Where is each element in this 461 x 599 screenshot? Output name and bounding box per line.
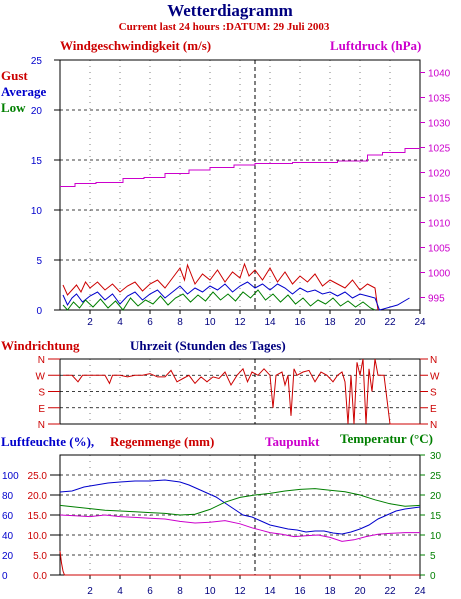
humidity-ytick-label: 60	[2, 511, 14, 522]
temperature-ytick-label: 30	[430, 451, 442, 462]
rain-ytick-label: 5.0	[33, 551, 47, 562]
dewpoint-axis-label: Taupunkt	[265, 434, 320, 449]
winddir-ytick-label-left: W	[36, 371, 46, 382]
humidity-xtick-label: 12	[234, 586, 246, 597]
winddir-ytick-label-right: N	[430, 355, 437, 366]
pressure-axis-label: Luftdruck (hPa)	[330, 38, 421, 53]
pressure-ytick-label: 1025	[428, 144, 451, 155]
rain-ytick-label: 10.0	[28, 531, 48, 542]
rain-ytick-label: 25.0	[28, 471, 48, 482]
rain-ytick-label: 0.0	[33, 571, 47, 582]
wind-ytick-label: 15	[31, 156, 43, 167]
series-luftdruck-line	[60, 148, 420, 187]
temperature-ytick-label: 0	[430, 571, 436, 582]
humidity-xtick-label: 24	[414, 586, 426, 597]
humidity-ytick-label: 40	[2, 531, 14, 542]
wind-xtick-label: 4	[117, 317, 123, 328]
humidity-xtick-label: 10	[204, 586, 216, 597]
wind-ytick-label: 25	[31, 56, 43, 67]
wind-xtick-label: 6	[147, 317, 153, 328]
pressure-ytick-label: 1030	[428, 119, 451, 130]
legend-average: Average	[1, 84, 46, 99]
humidity-ytick-label: 80	[2, 491, 14, 502]
wind-plot-frame	[59, 59, 421, 311]
wind-xtick-label: 22	[384, 317, 396, 328]
wind-ytick-label: 10	[31, 206, 43, 217]
wind-ytick-label: 0	[36, 306, 42, 317]
temperature-ytick-label: 15	[430, 511, 442, 522]
humidity-xtick-label: 22	[384, 586, 396, 597]
winddir-label: Windrichtung	[1, 338, 80, 353]
humidity-xtick-label: 20	[354, 586, 366, 597]
wind-xtick-label: 8	[177, 317, 183, 328]
pressure-ytick-label: 1000	[428, 269, 451, 280]
legend-low: Low	[1, 100, 26, 115]
chart-title: Wetterdiagramm	[167, 1, 293, 20]
winddir-ytick-label-right: N	[430, 420, 437, 431]
series-gust-line	[62, 262, 379, 311]
pressure-ytick-label: 1010	[428, 219, 451, 230]
humidity-xtick-label: 8	[177, 586, 183, 597]
winddir-ytick-label-right: E	[430, 404, 437, 415]
winddir-ytick-label-left: S	[38, 388, 45, 399]
humidity-ytick-label: 100	[2, 471, 19, 482]
time-axis-label: Uhrzeit (Stunden des Tages)	[130, 338, 286, 353]
wind-ytick-label: 5	[36, 256, 42, 267]
rain-ytick-label: 20.0	[28, 491, 48, 502]
series-taupunkt-line	[59, 514, 420, 542]
temperature-ytick-label: 10	[430, 531, 442, 542]
temperature-ytick-label: 20	[430, 491, 442, 502]
wind-axis-label: Windgeschwindigkeit (m/s)	[60, 38, 211, 53]
humidity-xtick-label: 4	[117, 586, 123, 597]
wind-ytick-label: 20	[31, 106, 43, 117]
pressure-ytick-label: 1015	[428, 194, 451, 205]
series-winddir-line	[63, 358, 420, 425]
series-average-line	[62, 281, 410, 311]
rain-ytick-label: 15.0	[28, 511, 48, 522]
series-low-line	[62, 289, 376, 311]
humidity-xtick-label: 2	[87, 586, 93, 597]
temperature-ytick-label: 5	[430, 551, 436, 562]
winddir-ytick-label-left: N	[38, 420, 45, 431]
humidity-xtick-label: 14	[264, 586, 276, 597]
humidity-axis-label: Luftfeuchte (%),	[1, 434, 94, 449]
series-temperatur-line	[59, 488, 421, 516]
winddir-ytick-label-left: N	[38, 355, 45, 366]
winddir-ytick-label-right: S	[430, 388, 437, 399]
pressure-ytick-label: 1040	[428, 69, 451, 80]
winddir-ytick-label-right: W	[430, 371, 440, 382]
legend-gust: Gust	[1, 68, 28, 83]
series-regenmenge-line	[59, 550, 420, 576]
winddir-ytick-label-left: E	[38, 404, 45, 415]
rain-axis-label: Regenmenge (mm)	[110, 434, 214, 449]
pressure-ytick-label: 1020	[428, 169, 451, 180]
humidity-xtick-label: 6	[147, 586, 153, 597]
series-luftfeuchte-line	[59, 479, 421, 535]
chart-subtitle: Current last 24 hours :DATUM: 29 Juli 20…	[119, 21, 330, 33]
wind-xtick-label: 20	[354, 317, 366, 328]
wind-xtick-label: 2	[87, 317, 93, 328]
wind-xtick-label: 18	[324, 317, 336, 328]
wind-xtick-label: 12	[234, 317, 246, 328]
humidity-xtick-label: 18	[324, 586, 336, 597]
humidity-ytick-label: 0	[2, 571, 8, 582]
pressure-ytick-label: 1005	[428, 244, 451, 255]
humidity-ytick-label: 20	[2, 551, 14, 562]
humidity-xtick-label: 16	[294, 586, 306, 597]
wind-xtick-label: 24	[414, 317, 426, 328]
wind-xtick-label: 10	[204, 317, 216, 328]
temperature-ytick-label: 25	[430, 471, 442, 482]
pressure-ytick-label: 995	[428, 294, 445, 305]
temperature-axis-label: Temperatur (°C)	[340, 431, 433, 446]
wind-xtick-label: 14	[264, 317, 276, 328]
wind-xtick-label: 16	[294, 317, 306, 328]
pressure-ytick-label: 1035	[428, 94, 451, 105]
